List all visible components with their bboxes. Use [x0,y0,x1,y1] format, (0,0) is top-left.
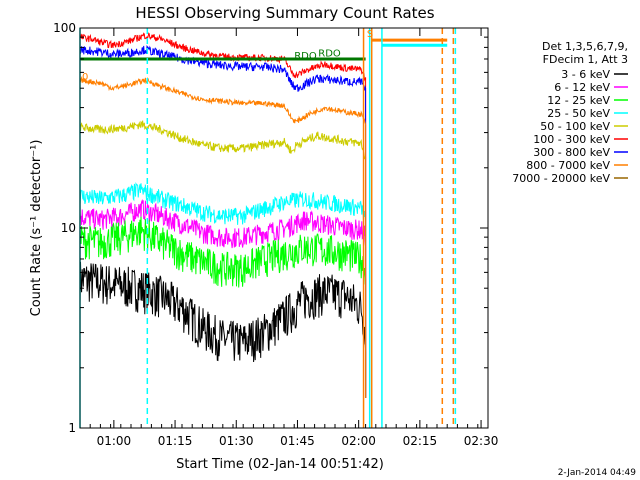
y-axis: 1 10 100 [53,21,488,435]
series-line-5 [79,32,367,398]
legend-label-8: 7000 - 20000 keV [512,172,610,185]
plot-area: RDO RDO S 0 [79,27,489,429]
legend-header-line-2: FDecim 1, Att 3 [543,53,628,66]
flag-label-2: S [367,29,373,40]
y-axis-label: Count Rate (s⁻¹ detector⁻¹) [29,140,44,317]
x-tick-label-6: 02:30 [464,434,499,448]
legend-label-7: 800 - 7000 keV [526,159,610,172]
x-tick-label-1: 01:15 [158,434,193,448]
series-line-4 [79,120,367,398]
y-tick-label-0: 1 [68,421,76,435]
x-axis: 01:00 01:15 01:30 01:45 02:00 02:15 02:30 [79,28,499,448]
legend-label-1: 6 - 12 keV [554,81,610,94]
series-line-6 [79,45,367,398]
legend: Det 1,3,5,6,7,9, FDecim 1, Att 3 3 - 6 k… [512,40,628,185]
series-line-0 [79,261,367,398]
series-line-3 [79,181,367,398]
x-tick-label-3: 01:45 [280,434,315,448]
legend-label-0: 3 - 6 keV [561,68,610,81]
y-tick-label-2: 100 [53,21,76,35]
chart-title: HESSI Observing Summary Count Rates [135,4,434,22]
x-tick-label-2: 01:30 [219,434,254,448]
series-line-7 [79,75,367,398]
series-line-1 [79,198,367,398]
legend-header-line-1: Det 1,3,5,6,7,9, [542,40,628,53]
flag-label-3: 0 [82,72,88,83]
legend-label-5: 100 - 300 keV [533,133,610,146]
legend-label-4: 50 - 100 keV [540,120,610,133]
legend-label-3: 25 - 50 keV [547,107,610,120]
x-axis-label: Start Time (02-Jan-14 00:51:42) [176,457,384,472]
x-tick-label-0: 01:00 [97,434,132,448]
flag-label-1: RDO [318,49,341,60]
x-tick-label-4: 02:00 [341,434,376,448]
legend-label-6: 300 - 800 keV [533,146,610,159]
series-line-2 [79,216,367,398]
x-tick-label-5: 02:15 [403,434,438,448]
corner-timestamp: 2-Jan-2014 04:49 [558,468,637,478]
y-tick-label-1: 10 [61,221,76,235]
legend-label-2: 12 - 25 keV [547,94,610,107]
flag-label-0: RDO [294,51,317,62]
